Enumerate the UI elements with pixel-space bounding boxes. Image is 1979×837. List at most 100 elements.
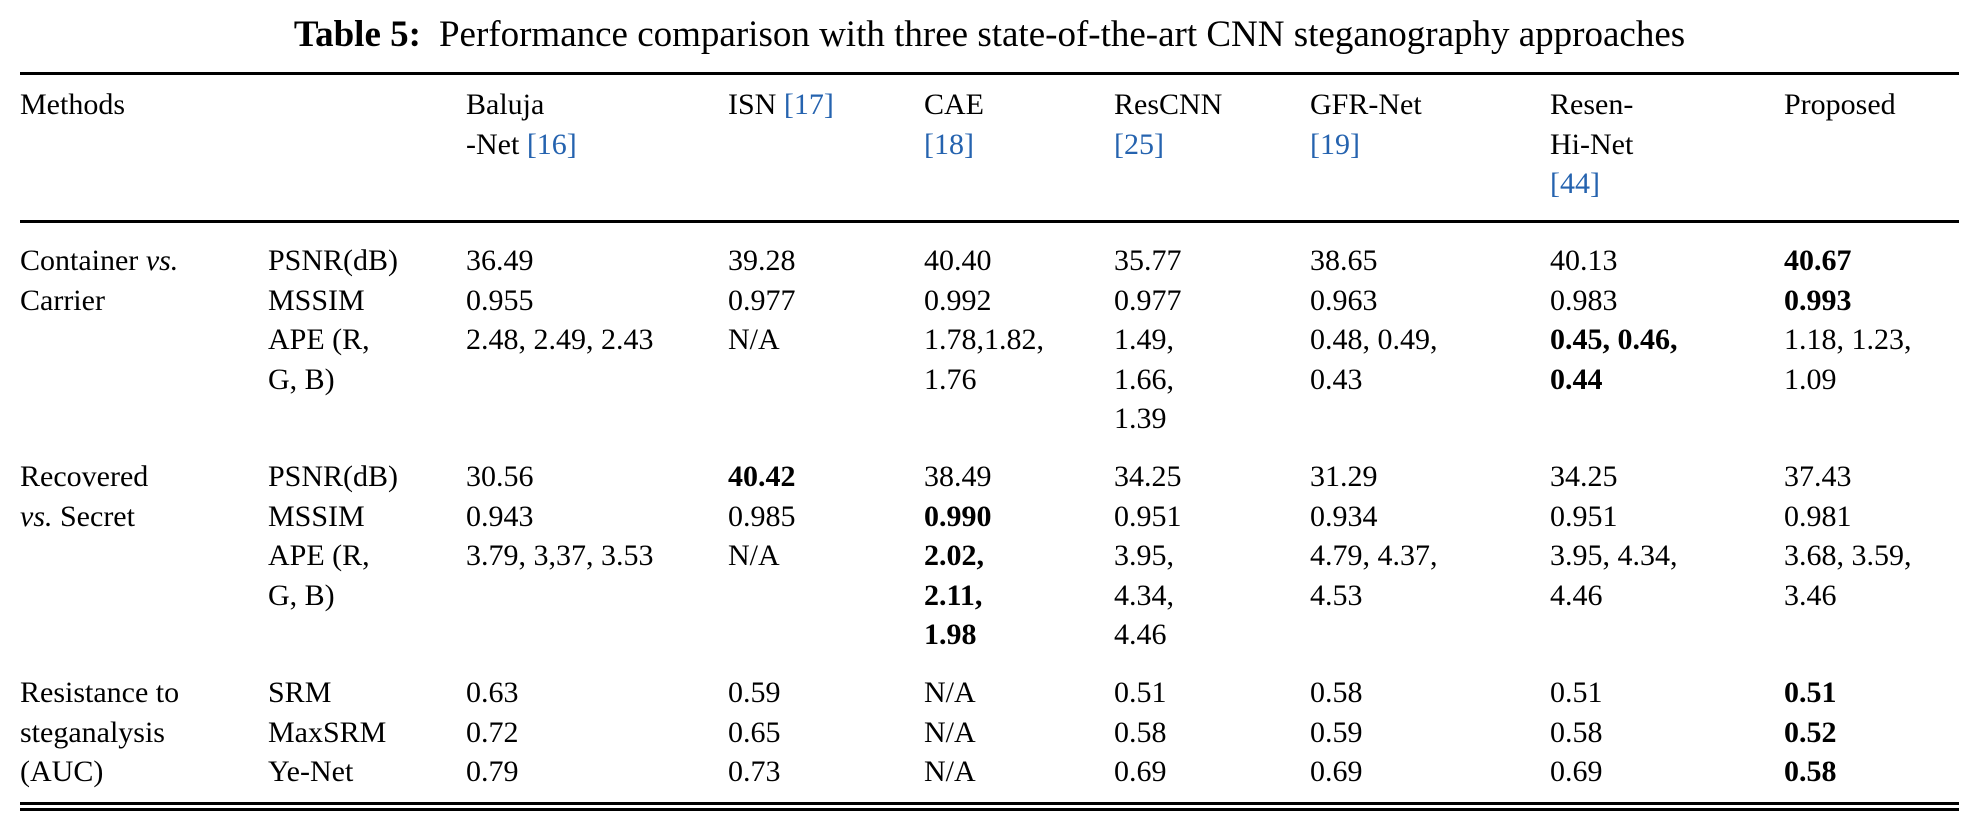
table-row: Resistance to steganalysis (AUC) SRM 0.63 0.5… [20,655,1959,788]
text-segment: Resistance to [20,675,180,709]
value-cell-isn: 0.977 [728,283,796,317]
text-segment: Proposed [1784,88,1896,122]
table-caption: Table 5: Performance comparison with thre… [20,12,1959,58]
metric-cell: MSSIM [268,283,365,317]
header-row: Methods Baluja -Net [16] ISN [17] CAE [18] Res… [20,74,1959,222]
header-line: CAE [924,85,1106,125]
table-row: Container vs. Carrier PSNR(dB) 36.49 39.28 40… [20,222,1959,317]
value-cell-gfr-net: 0.69 [1310,755,1363,789]
text-segment: steganalysis [20,715,165,749]
table-row: APE (R, G, B) 3.79, 3,37, 3.53 N/A 2.02, 2.… [20,536,1959,655]
header-line: Proposed [1784,85,1951,125]
header-line: ISN [17] [728,85,916,125]
value-cell-isn: 0.59 [728,675,781,709]
column-header-baluja-net: Baluja -Net [16] [466,74,728,222]
metric-cell: PSNR(dB) [268,244,399,278]
group-label-line: steganalysis [20,713,260,753]
value-cell-baluja-net: 0.72 [466,715,519,749]
text-segment: (AUC) [20,755,104,789]
text-segment: Resen- [1550,88,1634,122]
value-cell-resen-hi-net: 0.58 [1550,715,1603,749]
value-cell-resen-hi-net: 0.51 [1550,675,1603,709]
text-segment: Carrier [20,283,105,317]
metric-cell: MaxSRM [268,715,387,749]
table-row: MSSIM 0.955 0.977 0.992 0.977 0.963 0.983 0.993 [20,281,1959,321]
value-cell-proposed: 0.52 [1784,715,1837,749]
metric-cell: APE (R, G, B) [268,323,370,396]
citation-link[interactable]: [19] [1310,127,1360,161]
caption-label: Table 5: [293,14,421,55]
citation-link[interactable]: [25] [1114,127,1164,161]
value-cell-baluja-net: 3.79, 3,37, 3.53 [466,539,654,573]
value-cell-baluja-net: 0.79 [466,755,519,789]
value-cell-cae: 0.990 [924,499,992,533]
value-cell-proposed: 0.58 [1784,755,1837,789]
value-cell-rescnn: 0.51 [1114,675,1167,709]
text-segment: CAE [924,88,984,122]
value-cell-isn: 39.28 [728,244,796,278]
value-cell-rescnn: 34.25 [1114,460,1182,493]
value-cell-proposed: 1.18, 1.23, 1.09 [1784,323,1912,396]
table-row: APE (R, G, B) 2.48, 2.49, 2.43 N/A 1.78,1.8… [20,320,1959,439]
value-cell-rescnn: 0.58 [1114,715,1167,749]
value-cell-baluja-net: 0.63 [466,675,519,709]
table-row: MaxSRM 0.72 0.65 N/A 0.58 0.59 0.58 0.52 [20,713,1959,753]
metric-cell: MSSIM [268,499,365,533]
value-cell-proposed: 0.51 [1784,675,1837,709]
value-cell-isn: 0.73 [728,755,781,789]
header-line: [18] [924,125,1106,165]
value-cell-gfr-net: 4.79, 4.37, 4.53 [1310,539,1438,612]
text-segment: ISN [728,88,784,122]
value-cell-resen-hi-net: 3.95, 4.34, 4.46 [1550,539,1678,612]
value-cell-isn: 0.65 [728,715,781,749]
header-line: Hi-Net [1550,125,1776,165]
text-segment: vs. [145,244,179,278]
header-line: GFR-Net [1310,85,1542,125]
value-cell-resen-hi-net: 34.25 [1550,460,1618,493]
methods-column-header: Methods [20,88,125,122]
value-cell-gfr-net: 0.963 [1310,283,1378,317]
value-cell-proposed: 40.67 [1784,244,1852,278]
value-cell-rescnn: 0.951 [1114,499,1182,533]
text-segment: Container [20,244,146,278]
column-header-rescnn: ResCNN [25] [1114,74,1310,222]
table-row: Ye-Net 0.79 0.73 N/A 0.69 0.69 0.69 0.58 [20,752,1959,792]
group-label-line: Carrier [20,281,260,321]
value-cell-cae: 40.40 [924,244,992,278]
value-cell-gfr-net: 0.48, 0.49, 0.43 [1310,323,1438,396]
column-header-resen-hi-net: Resen- Hi-Net [44] [1550,74,1784,222]
header-line: Baluja [466,85,720,125]
value-cell-rescnn: 1.49, 1.66, 1.39 [1114,323,1174,436]
text-segment: GFR-Net [1310,88,1422,122]
value-cell-resen-hi-net: 0.69 [1550,755,1603,789]
value-cell-rescnn: 0.69 [1114,755,1167,789]
citation-link[interactable]: [16] [526,127,577,161]
value-cell-rescnn: 0.977 [1114,283,1182,317]
table-bottom-rule [20,801,1959,811]
value-cell-cae: 1.78,1.82, 1.76 [924,323,1044,396]
citation-link[interactable]: [17] [783,88,834,122]
group-label-line: Container vs. [20,241,260,281]
value-cell-proposed: 37.43 [1784,460,1852,493]
header-line: ResCNN [1114,85,1302,125]
citation-link[interactable]: [44] [1550,167,1600,201]
header-line: [25] [1114,125,1302,165]
value-cell-resen-hi-net: 40.13 [1550,244,1618,278]
text-segment: vs. [20,499,53,533]
value-cell-isn: 0.985 [728,499,796,533]
value-cell-cae: 2.02, 2.11, 1.98 [924,539,984,652]
value-cell-gfr-net: 0.58 [1310,675,1363,709]
citation-link[interactable]: [18] [924,127,974,161]
text-segment: -Net [466,127,527,161]
metric-cell: APE (R, G, B) [268,539,370,612]
text-segment: Secret [52,499,135,533]
group-label-line: Recovered [20,457,260,497]
header-line: [19] [1310,125,1542,165]
value-cell-resen-hi-net: 0.951 [1550,499,1618,533]
value-cell-baluja-net: 2.48, 2.49, 2.43 [466,323,654,357]
value-cell-proposed: 0.993 [1784,283,1852,317]
column-header-proposed: Proposed [1784,74,1959,222]
value-cell-gfr-net: 31.29 [1310,460,1378,493]
value-cell-cae: N/A [924,715,976,749]
value-cell-cae: N/A [924,755,976,789]
